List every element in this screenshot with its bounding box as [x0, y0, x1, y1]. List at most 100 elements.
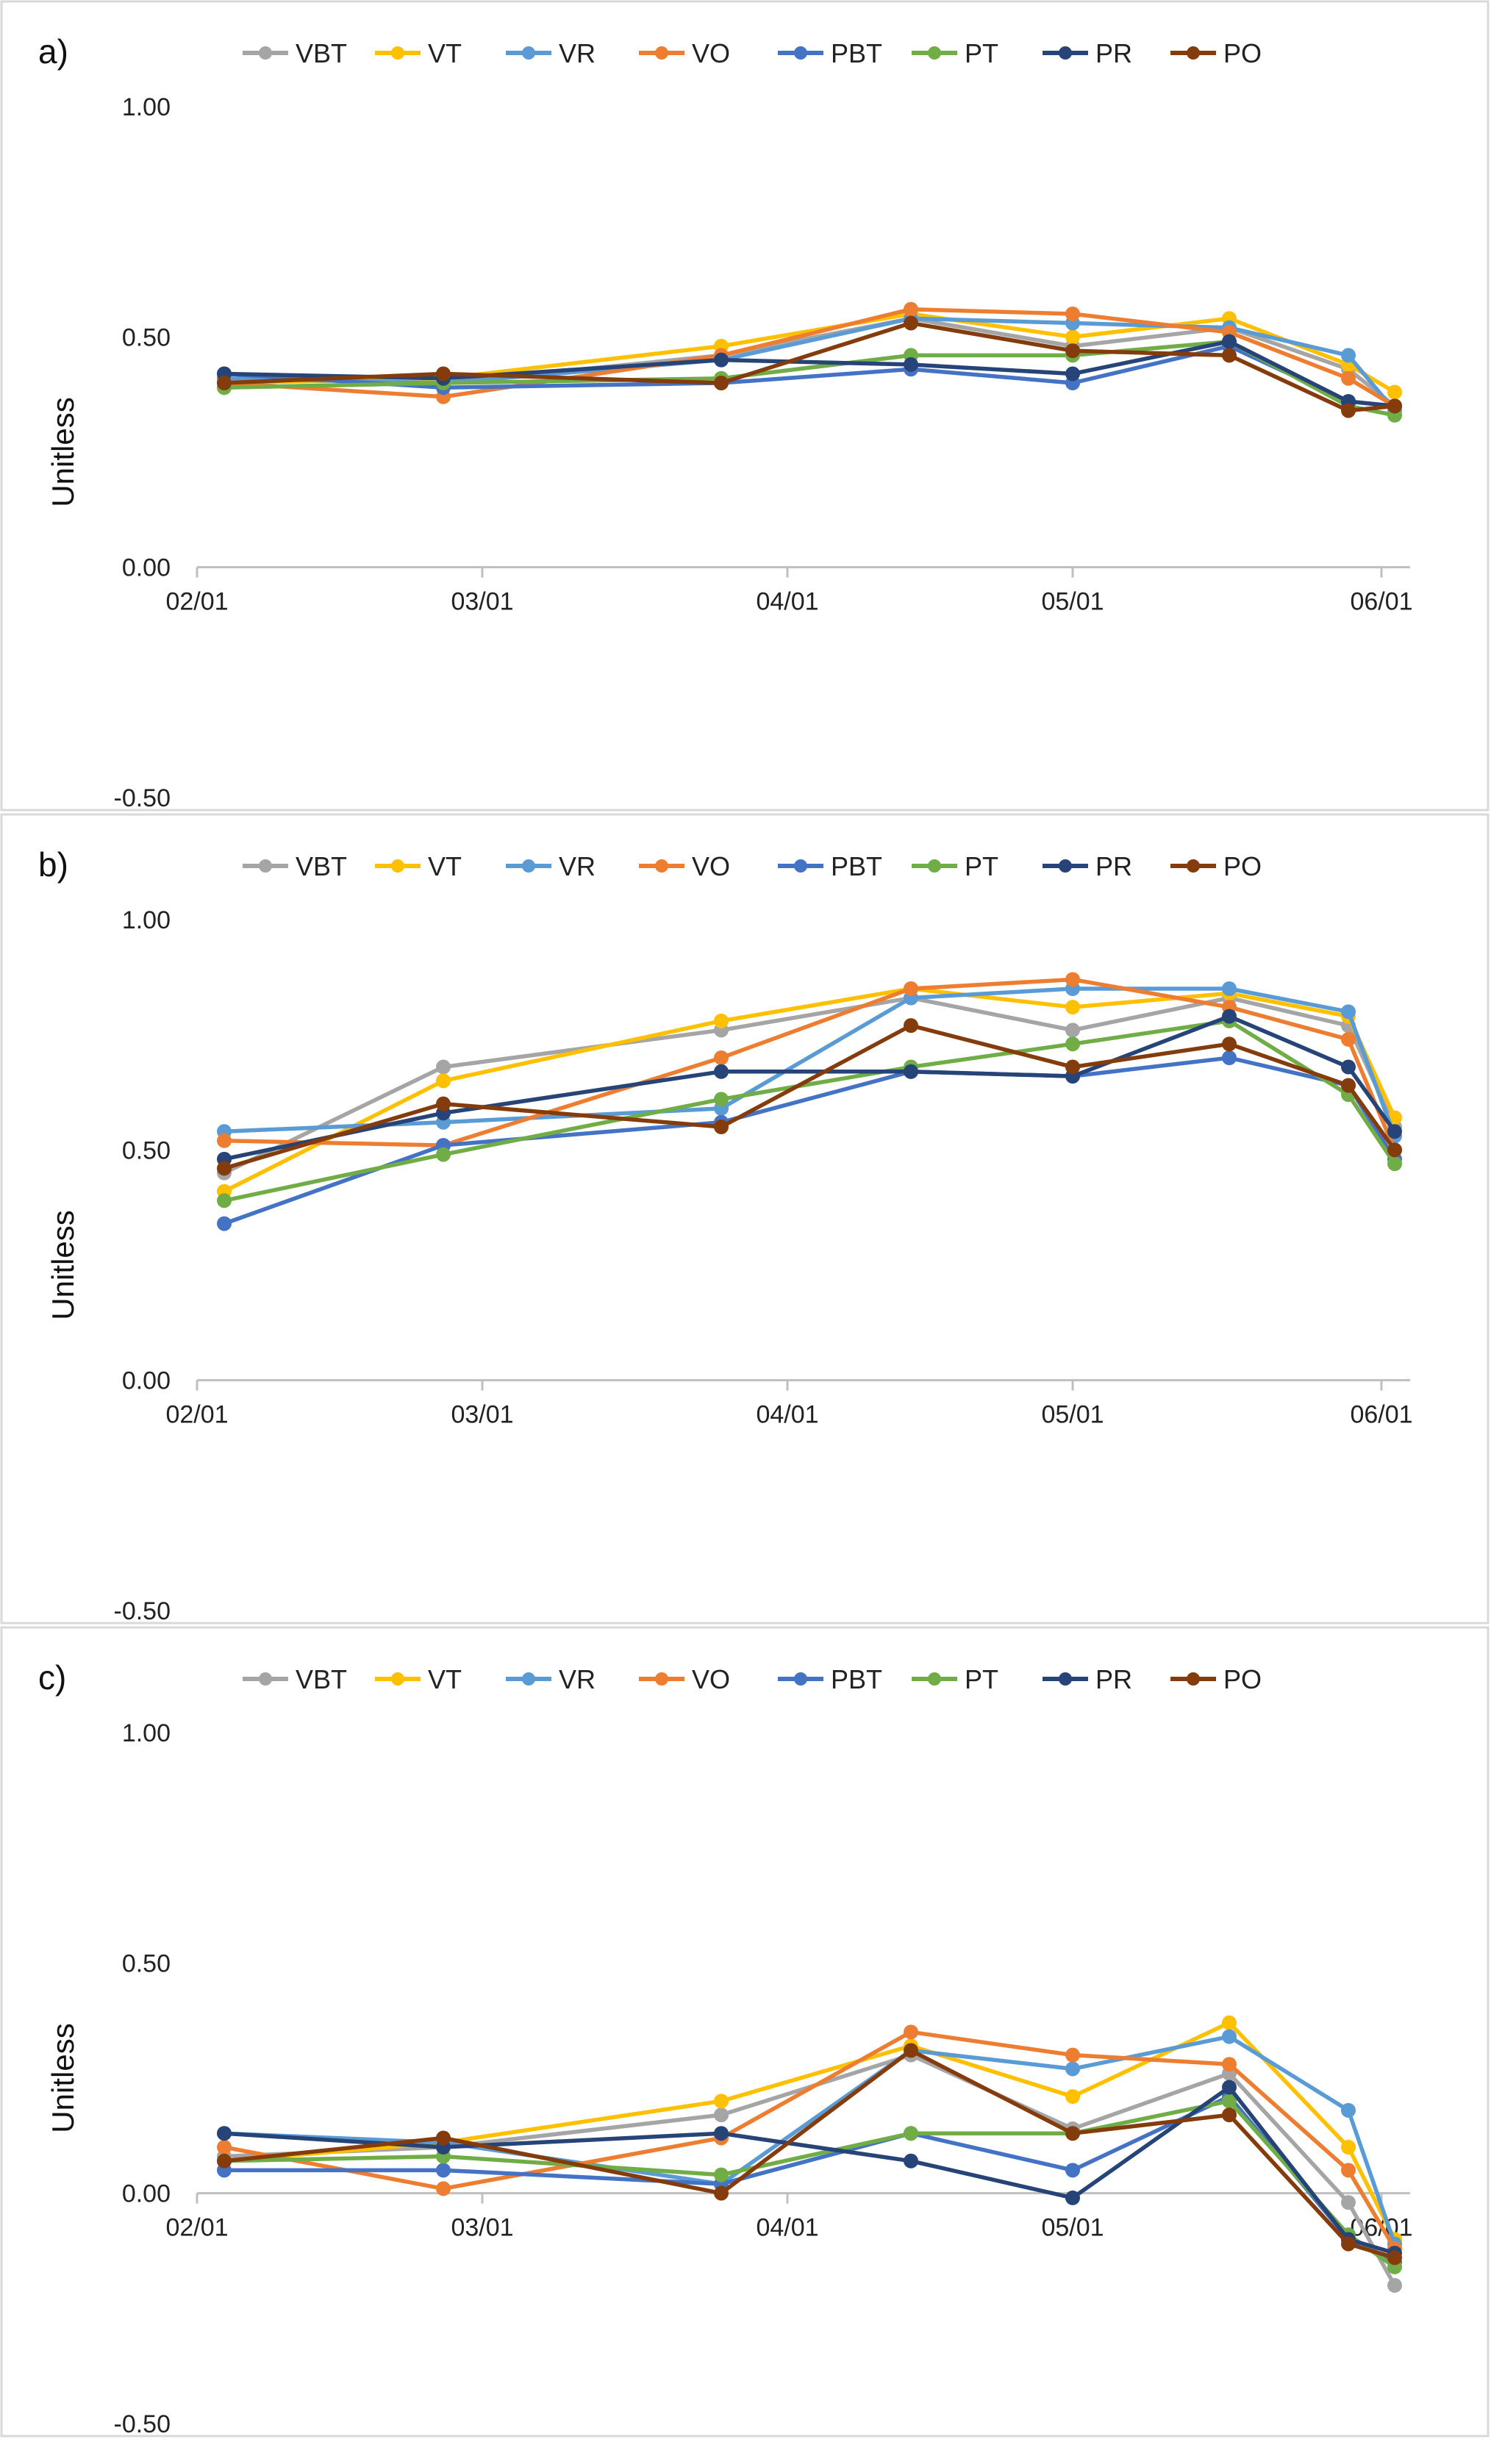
data-point-vo — [1065, 2047, 1080, 2063]
legend-label: VT — [428, 1664, 462, 1694]
legend-label: PBT — [831, 1664, 882, 1694]
x-tick-label: 06/01 — [1350, 1401, 1412, 1429]
data-point-po — [436, 2130, 451, 2146]
data-point-po — [217, 1161, 232, 1176]
legend-swatch-marker — [1187, 1672, 1200, 1686]
data-point-pt — [436, 1147, 451, 1162]
data-point-pbt — [217, 1216, 232, 1231]
legend-item-pbt: PBT — [778, 851, 882, 881]
y-tick-label: -0.50 — [114, 1597, 171, 1625]
legend-swatch-marker — [391, 46, 404, 60]
panel-label: b) — [38, 845, 68, 884]
data-point-vt — [714, 1013, 729, 1028]
data-point-vr — [1341, 1004, 1356, 1020]
legend-item-po: PO — [1170, 38, 1262, 68]
series-po — [217, 315, 1402, 418]
data-point-vo — [436, 2181, 451, 2196]
legend-item-pt: PT — [912, 38, 998, 68]
legend-swatch-marker — [655, 1672, 668, 1686]
data-point-vo — [904, 301, 918, 317]
y-tick-label: 1.00 — [122, 906, 171, 934]
y-tick-label: 1.00 — [122, 93, 171, 121]
y-tick-label: -0.50 — [114, 2410, 171, 2438]
legend-label: VO — [692, 851, 730, 881]
legend-swatch-marker — [1187, 859, 1200, 873]
y-axis-title: Unitless — [46, 1210, 80, 1319]
x-tick-label: 05/01 — [1041, 1401, 1104, 1429]
data-point-pr — [714, 1064, 729, 1079]
data-point-po — [714, 2185, 729, 2201]
legend-swatch-marker — [1187, 46, 1200, 60]
legend: VBT VT VR VO PBT PT PR PO — [243, 1664, 1262, 1694]
data-point-pt — [1222, 2094, 1237, 2109]
legend-label: PR — [1095, 1664, 1132, 1694]
y-tick-label: 0.00 — [122, 2180, 171, 2208]
x-tick-label: 04/01 — [756, 2214, 818, 2242]
legend-item-vt: VT — [375, 1664, 462, 1694]
data-point-po — [1387, 1142, 1402, 1158]
legend-swatch-marker — [794, 859, 807, 873]
legend-swatch-marker — [391, 859, 404, 873]
y-axis-title: Unitless — [46, 2023, 80, 2132]
data-point-po — [1222, 348, 1237, 363]
data-point-vr — [1341, 2102, 1356, 2118]
legend-swatch-marker — [522, 859, 535, 873]
legend-item-vo: VO — [639, 38, 730, 68]
data-point-vbt — [714, 2107, 729, 2123]
series-line-po — [222, 320, 1397, 413]
data-point-po — [1065, 2126, 1080, 2141]
data-point-vt — [436, 1073, 451, 1089]
x-tick-label: 04/01 — [756, 588, 818, 616]
data-point-pt — [1387, 1156, 1402, 1172]
legend-label: VBT — [296, 1664, 347, 1694]
data-point-pt — [714, 2167, 729, 2182]
y-tick-label: 0.50 — [122, 323, 171, 351]
x-tick-label: 03/01 — [451, 1401, 513, 1429]
legend-swatch-marker — [794, 1672, 807, 1686]
legend-label: VR — [559, 851, 596, 881]
data-point-pbt — [436, 2163, 451, 2178]
data-point-po — [436, 1096, 451, 1111]
legend-swatch-marker — [522, 1672, 535, 1686]
legend-label: VBT — [296, 851, 347, 881]
legend-label: PR — [1095, 38, 1132, 68]
legend-label: PO — [1223, 851, 1262, 881]
series-line-po — [222, 2048, 1397, 2260]
data-point-po — [904, 315, 918, 331]
series-line-vo — [222, 2030, 1397, 2251]
legend-item-pr: PR — [1043, 851, 1132, 881]
legend-item-vbt: VBT — [243, 851, 347, 881]
data-point-po — [714, 1120, 729, 1134]
series-vt — [217, 2015, 1402, 2247]
series-vo — [217, 972, 1402, 1158]
data-point-po — [1387, 398, 1402, 414]
panel-b: b) Unitless -0.50 0.00 0.50 1.00 02/01 03/01 04/… — [0, 813, 1490, 1625]
data-point-vbt — [436, 1059, 451, 1075]
data-point-vt — [1065, 1000, 1080, 1015]
legend-label: PO — [1223, 1664, 1262, 1694]
x-tick-label: 04/01 — [756, 1401, 818, 1429]
data-point-pt — [1065, 1036, 1080, 1052]
data-point-vbt — [1341, 2195, 1356, 2210]
panel-border — [0, 813, 1490, 1625]
legend-swatch-marker — [259, 46, 272, 60]
y-axis-title: Unitless — [46, 397, 80, 506]
y-tick-label: 0.00 — [122, 554, 171, 582]
data-point-pr — [904, 2153, 918, 2168]
data-point-po — [1065, 1059, 1080, 1075]
legend: VBT VT VR VO PBT PT PR PO — [243, 851, 1262, 881]
series-line-vo — [222, 977, 1397, 1153]
data-point-po — [714, 376, 729, 390]
panel-a: a) Unitless -0.50 0.00 0.50 1.00 02/01 03/01 04/… — [0, 0, 1490, 812]
data-point-vt — [1065, 329, 1080, 345]
legend-item-po: PO — [1170, 851, 1262, 881]
legend-swatch-marker — [391, 1672, 404, 1686]
data-point-po — [1222, 2107, 1237, 2123]
data-point-pt — [217, 1193, 232, 1208]
panel-label: a) — [38, 32, 68, 71]
data-point-vo — [1341, 2163, 1356, 2178]
legend-item-vo: VO — [639, 1664, 730, 1694]
series-po — [217, 1018, 1402, 1176]
y-tick-label: -0.50 — [114, 784, 171, 812]
